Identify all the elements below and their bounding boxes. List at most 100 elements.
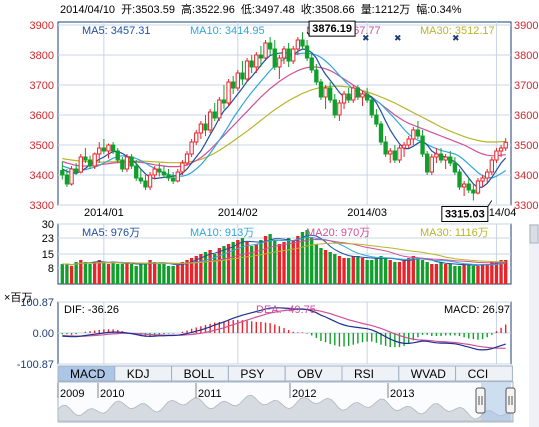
candle-body <box>485 171 490 179</box>
candle-body <box>124 156 130 170</box>
candle-body <box>346 93 351 101</box>
candle-body <box>452 162 458 173</box>
candle-body <box>341 93 347 104</box>
candle-body <box>97 147 102 155</box>
volume-bar <box>319 248 323 284</box>
candle-body <box>364 93 370 101</box>
candle-body <box>281 48 287 59</box>
candle-body <box>392 150 398 161</box>
candle-body <box>415 129 421 137</box>
volume-tick-label: 23 <box>42 233 54 245</box>
candle-body <box>378 123 384 143</box>
candle-body <box>272 48 277 68</box>
candle-body <box>429 156 434 173</box>
annotation-box <box>441 205 489 222</box>
volume-bar <box>443 264 448 284</box>
macd-dif-line <box>62 307 506 351</box>
candle-body <box>170 177 176 182</box>
volume-bar <box>208 250 212 284</box>
volume-bar <box>277 244 282 284</box>
tab-cci[interactable]: CCI <box>455 365 513 382</box>
candle-body <box>254 54 259 68</box>
navigator-year-label: 2009 <box>60 388 84 400</box>
event-marker-icon: ✖ <box>394 33 402 43</box>
candle-body <box>461 183 467 188</box>
tab-boll[interactable]: BOLL <box>171 365 229 382</box>
price-tick-label-left: 3400 <box>30 170 54 182</box>
candle-body <box>120 159 125 170</box>
volume-bar <box>259 240 263 284</box>
volume-bar <box>411 256 415 284</box>
candle-body <box>198 123 204 134</box>
candle-body <box>226 81 231 104</box>
volume-bar <box>199 254 203 284</box>
candle-body <box>189 141 194 155</box>
candle-body <box>466 183 471 191</box>
macd-lines <box>62 307 506 351</box>
candle-body <box>194 132 199 143</box>
candle-body <box>443 156 448 161</box>
volume-bar <box>83 262 88 284</box>
volume-bar <box>453 266 457 284</box>
candle-body <box>318 81 324 98</box>
price-tick-label-left: 3600 <box>30 110 54 122</box>
navigator-year-label: 2010 <box>100 388 124 400</box>
navigator-handle-left[interactable] <box>475 387 486 414</box>
candle-body <box>184 153 190 164</box>
volume-bar <box>333 254 337 284</box>
volume-bar <box>139 264 143 284</box>
volume-bar <box>97 260 101 284</box>
tab-kdj[interactable]: KDJ <box>114 365 173 382</box>
volume-bar <box>176 264 180 284</box>
tab-psy[interactable]: PSY <box>227 365 286 382</box>
volume-bar <box>370 260 374 284</box>
tab-label: BOLL <box>184 367 215 381</box>
volume-bar <box>74 262 78 284</box>
navigator-year-label: 2011 <box>198 388 222 400</box>
price-tick-label-left: 3500 <box>30 140 54 152</box>
candle-body <box>471 189 476 194</box>
volume-bar <box>65 264 69 284</box>
tab-wvad[interactable]: WVAD <box>398 365 457 382</box>
volume-bar <box>185 260 189 284</box>
volume-bar <box>342 258 346 284</box>
macd-unit-label: ×百万 <box>4 292 32 304</box>
candle-body <box>180 162 185 173</box>
macd-dea-legend: DEA: -49.75 <box>256 304 316 316</box>
volume-bar <box>323 250 328 284</box>
volume-bar <box>106 264 111 284</box>
price-tick-label-left: 3700 <box>30 80 54 92</box>
candle-body <box>374 114 379 125</box>
volume-legend-item: MA30: 1116万 <box>420 227 489 239</box>
volume-bar <box>189 258 194 284</box>
volume-bar <box>402 260 406 284</box>
price-tick-label-right: 3300 <box>514 200 538 212</box>
volume-bar <box>226 244 231 284</box>
tab-macd[interactable]: MACD <box>57 365 116 382</box>
scrollbar-track[interactable] <box>529 224 539 427</box>
candle-body <box>152 168 157 176</box>
volume-bar <box>420 260 425 284</box>
volume-bar <box>425 262 429 284</box>
candle-body <box>323 87 328 98</box>
scrollbar-thumb[interactable] <box>529 224 539 244</box>
navigator-area <box>57 394 514 422</box>
volume-legend-item: MA20: 970万 <box>306 227 370 239</box>
volume-bar <box>166 266 171 284</box>
candle-body <box>74 168 79 173</box>
volume-ma30-line <box>62 242 506 266</box>
price-tick-label-right: 3800 <box>514 50 538 62</box>
candle-body <box>129 156 134 167</box>
tab-label: PSY <box>240 367 264 381</box>
macd-tick-label: 100.87 <box>20 297 54 309</box>
volume-bar <box>120 264 125 284</box>
candle-body <box>355 87 361 98</box>
candle-body <box>161 171 167 176</box>
tab-rsi[interactable]: RSI <box>341 365 400 382</box>
navigator-handle-right[interactable] <box>505 387 516 414</box>
candle-body <box>64 174 70 185</box>
volume-bar <box>213 254 217 284</box>
candle-body <box>304 45 310 59</box>
candle-body <box>300 39 305 47</box>
tab-obv[interactable]: OBV <box>284 365 343 382</box>
